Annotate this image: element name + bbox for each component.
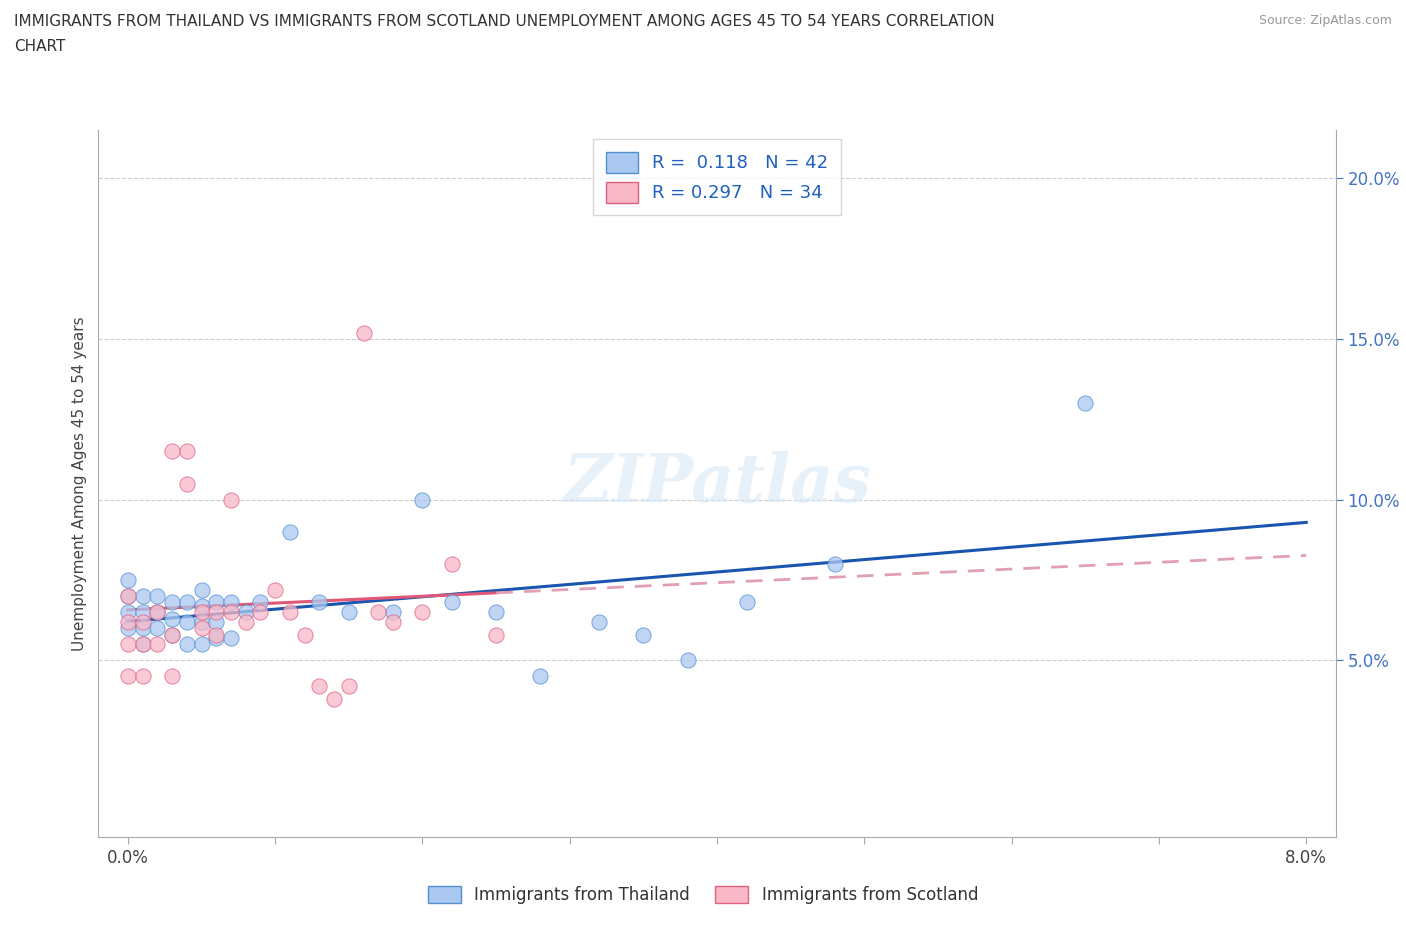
Point xyxy=(1074,396,1097,411)
Point xyxy=(117,573,139,588)
Point xyxy=(117,589,139,604)
Point xyxy=(219,492,242,507)
Point xyxy=(131,620,153,635)
Point xyxy=(485,627,508,642)
Y-axis label: Unemployment Among Ages 45 to 54 years: Unemployment Among Ages 45 to 54 years xyxy=(72,316,87,651)
Point xyxy=(382,604,405,619)
Text: Source: ZipAtlas.com: Source: ZipAtlas.com xyxy=(1258,14,1392,27)
Legend: Immigrants from Thailand, Immigrants from Scotland: Immigrants from Thailand, Immigrants fro… xyxy=(419,878,987,912)
Point xyxy=(205,631,228,645)
Point xyxy=(176,637,198,652)
Point xyxy=(367,604,389,619)
Point xyxy=(190,615,212,630)
Point xyxy=(131,615,153,630)
Point xyxy=(117,620,139,635)
Point xyxy=(117,589,139,604)
Point xyxy=(160,611,183,626)
Point xyxy=(117,604,139,619)
Point xyxy=(337,604,360,619)
Point xyxy=(353,326,375,340)
Point xyxy=(160,595,183,610)
Text: IMMIGRANTS FROM THAILAND VS IMMIGRANTS FROM SCOTLAND UNEMPLOYMENT AMONG AGES 45 : IMMIGRANTS FROM THAILAND VS IMMIGRANTS F… xyxy=(14,14,994,29)
Point xyxy=(264,582,287,597)
Point xyxy=(131,604,153,619)
Point xyxy=(411,604,433,619)
Point xyxy=(176,444,198,458)
Point xyxy=(588,615,610,630)
Point xyxy=(117,669,139,684)
Point xyxy=(117,637,139,652)
Point xyxy=(235,604,257,619)
Point xyxy=(411,492,433,507)
Point xyxy=(219,604,242,619)
Text: ZIPatlas: ZIPatlas xyxy=(564,451,870,516)
Point xyxy=(308,595,330,610)
Point xyxy=(190,598,212,613)
Point xyxy=(176,595,198,610)
Point xyxy=(205,604,228,619)
Point xyxy=(146,620,169,635)
Point xyxy=(131,637,153,652)
Point xyxy=(294,627,316,642)
Point xyxy=(676,653,699,668)
Point xyxy=(131,669,153,684)
Point xyxy=(308,679,330,694)
Point xyxy=(323,691,346,706)
Point xyxy=(176,615,198,630)
Point xyxy=(131,589,153,604)
Point xyxy=(190,620,212,635)
Point xyxy=(117,615,139,630)
Point xyxy=(160,444,183,458)
Point xyxy=(735,595,758,610)
Point xyxy=(382,615,405,630)
Point xyxy=(235,615,257,630)
Point xyxy=(633,627,655,642)
Point xyxy=(205,627,228,642)
Point xyxy=(249,604,271,619)
Point xyxy=(219,595,242,610)
Point xyxy=(190,604,212,619)
Point xyxy=(146,604,169,619)
Point xyxy=(529,669,551,684)
Text: CHART: CHART xyxy=(14,39,66,54)
Point xyxy=(278,604,301,619)
Point xyxy=(249,595,271,610)
Point xyxy=(219,631,242,645)
Point xyxy=(205,615,228,630)
Legend: R =  0.118   N = 42, R = 0.297   N = 34: R = 0.118 N = 42, R = 0.297 N = 34 xyxy=(593,140,841,215)
Point xyxy=(205,595,228,610)
Point xyxy=(278,525,301,539)
Point xyxy=(131,637,153,652)
Point xyxy=(176,476,198,491)
Point xyxy=(440,556,463,571)
Point xyxy=(440,595,463,610)
Point xyxy=(824,556,846,571)
Point xyxy=(190,637,212,652)
Point xyxy=(146,589,169,604)
Point xyxy=(160,627,183,642)
Point xyxy=(146,637,169,652)
Point xyxy=(337,679,360,694)
Point xyxy=(190,582,212,597)
Point xyxy=(485,604,508,619)
Point xyxy=(146,604,169,619)
Point xyxy=(160,627,183,642)
Point xyxy=(160,669,183,684)
